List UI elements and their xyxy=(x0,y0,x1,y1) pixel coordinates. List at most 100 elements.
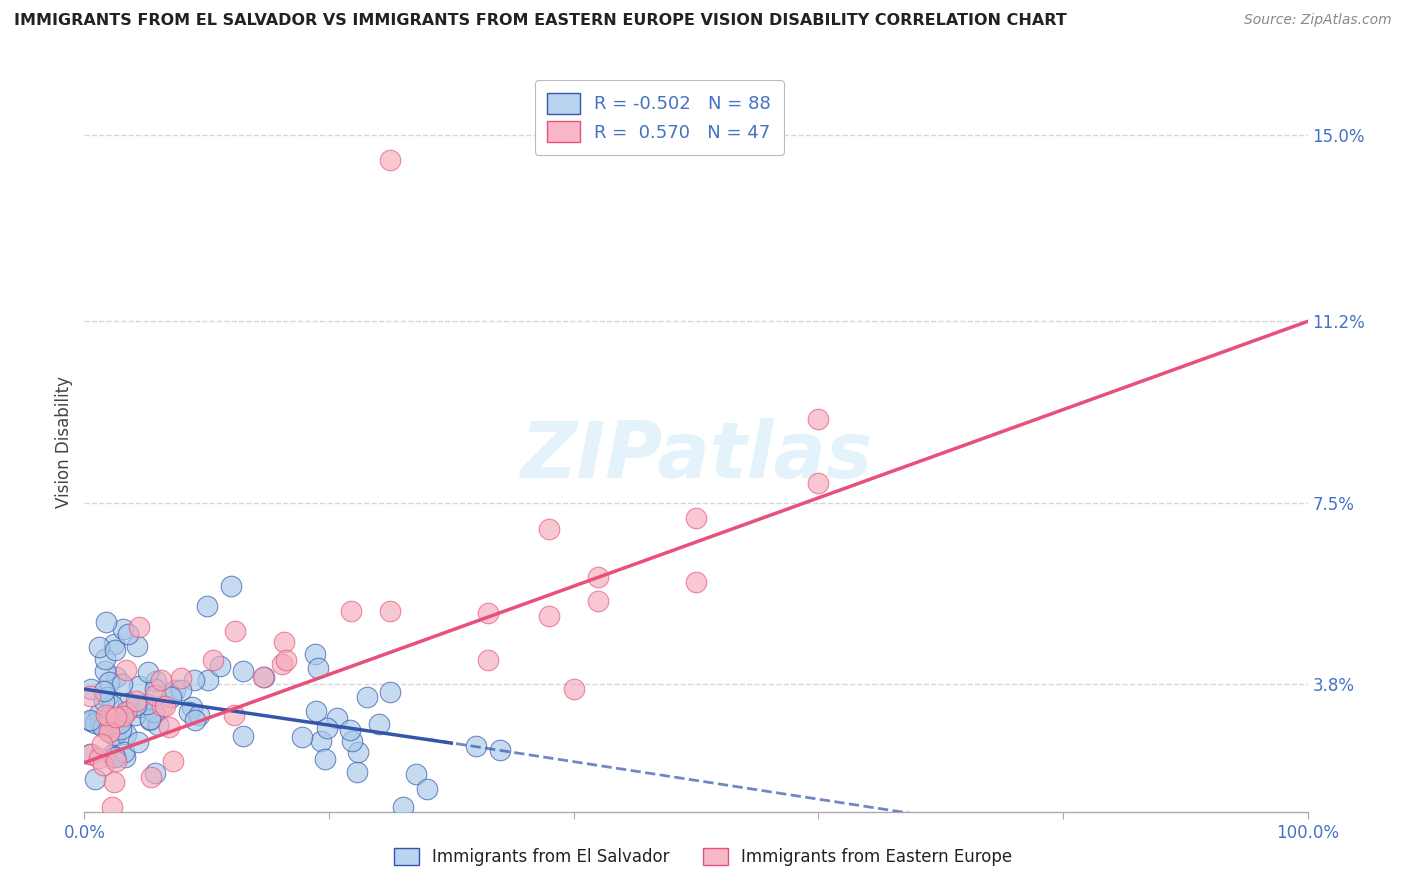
Point xyxy=(79,747,101,762)
Point xyxy=(276,653,298,667)
Point xyxy=(163,683,186,698)
Point xyxy=(103,637,125,651)
Point xyxy=(89,751,111,765)
Point xyxy=(405,767,427,781)
Point xyxy=(104,710,127,724)
Point xyxy=(807,412,830,426)
Point xyxy=(101,800,124,814)
Point xyxy=(145,673,167,688)
Point xyxy=(586,594,609,608)
Point xyxy=(97,725,120,739)
Point xyxy=(112,745,135,759)
Point xyxy=(114,750,136,764)
Point xyxy=(96,690,118,704)
Point xyxy=(392,800,415,814)
Point xyxy=(157,720,180,734)
Point xyxy=(150,673,173,687)
Legend: R = -0.502   N = 88, R =  0.570   N = 47: R = -0.502 N = 88, R = 0.570 N = 47 xyxy=(534,80,783,154)
Point xyxy=(183,673,205,687)
Point xyxy=(125,694,148,708)
Point xyxy=(464,739,486,753)
Point xyxy=(195,599,218,613)
Point xyxy=(115,704,138,718)
Point xyxy=(153,699,176,714)
Point xyxy=(188,708,211,723)
Point xyxy=(143,682,166,697)
Point xyxy=(84,772,107,786)
Text: Source: ZipAtlas.com: Source: ZipAtlas.com xyxy=(1244,13,1392,28)
Point xyxy=(117,696,139,710)
Point xyxy=(562,682,585,697)
Point xyxy=(378,604,401,618)
Point xyxy=(128,679,150,693)
Y-axis label: Vision Disability: Vision Disability xyxy=(55,376,73,508)
Point xyxy=(325,711,347,725)
Point xyxy=(316,722,339,736)
Point xyxy=(224,708,246,723)
Point xyxy=(79,713,101,727)
Point xyxy=(160,690,183,704)
Point xyxy=(127,734,149,748)
Point xyxy=(139,713,162,727)
Point xyxy=(94,615,117,629)
Point xyxy=(273,635,295,649)
Point xyxy=(104,749,127,764)
Point xyxy=(110,715,132,730)
Point xyxy=(139,712,162,726)
Point xyxy=(143,766,166,780)
Point xyxy=(305,704,328,718)
Point xyxy=(224,624,246,638)
Point xyxy=(538,522,561,536)
Point xyxy=(125,639,148,653)
Point xyxy=(685,574,707,589)
Point xyxy=(232,729,254,743)
Point xyxy=(181,699,204,714)
Point xyxy=(197,673,219,688)
Point xyxy=(346,765,368,780)
Point xyxy=(202,653,225,667)
Point xyxy=(84,716,107,731)
Point xyxy=(96,720,118,734)
Point xyxy=(104,728,127,742)
Point xyxy=(162,754,184,768)
Point xyxy=(208,659,231,673)
Point xyxy=(489,743,512,757)
Point xyxy=(100,748,122,763)
Point xyxy=(304,647,326,661)
Point xyxy=(87,706,110,721)
Point xyxy=(271,657,294,672)
Point xyxy=(90,737,112,751)
Point xyxy=(104,718,127,732)
Point xyxy=(586,570,609,584)
Point xyxy=(103,750,125,764)
Point xyxy=(339,604,361,618)
Point xyxy=(141,770,163,784)
Point xyxy=(314,752,336,766)
Point xyxy=(104,643,127,657)
Point xyxy=(143,705,166,719)
Point xyxy=(128,699,150,714)
Point xyxy=(87,640,110,655)
Point xyxy=(309,734,332,748)
Point xyxy=(416,781,439,796)
Point xyxy=(79,689,101,703)
Point xyxy=(291,731,314,745)
Point xyxy=(104,729,127,743)
Point xyxy=(94,664,117,678)
Point xyxy=(356,690,378,705)
Point xyxy=(105,754,128,768)
Point xyxy=(128,620,150,634)
Point xyxy=(232,664,254,678)
Point xyxy=(91,720,114,734)
Point xyxy=(103,775,125,789)
Point xyxy=(136,697,159,711)
Point xyxy=(368,717,391,731)
Point xyxy=(184,713,207,727)
Text: IMMIGRANTS FROM EL SALVADOR VS IMMIGRANTS FROM EASTERN EUROPE VISION DISABILITY : IMMIGRANTS FROM EL SALVADOR VS IMMIGRANT… xyxy=(14,13,1067,29)
Point xyxy=(101,698,124,713)
Point xyxy=(80,681,103,696)
Point xyxy=(89,717,111,731)
Point xyxy=(115,706,138,720)
Point xyxy=(253,670,276,684)
Point xyxy=(94,707,117,722)
